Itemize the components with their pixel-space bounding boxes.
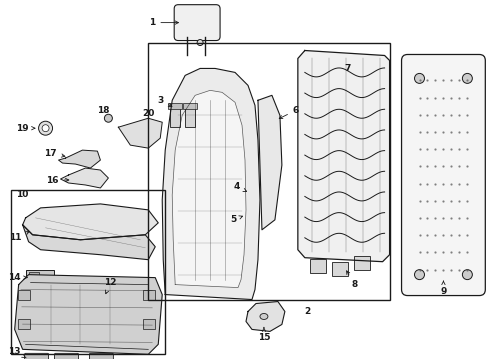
Text: 15: 15	[257, 327, 270, 342]
Bar	[170, 105, 180, 127]
Text: 7: 7	[344, 64, 350, 73]
Bar	[183, 103, 197, 109]
Circle shape	[104, 114, 112, 122]
Text: 16: 16	[46, 176, 69, 185]
Bar	[148, 42, 389, 300]
Text: 10: 10	[17, 190, 29, 199]
Text: 14: 14	[8, 273, 27, 282]
Text: 12: 12	[104, 278, 117, 294]
Polygon shape	[118, 118, 162, 148]
Bar	[25, 270, 53, 285]
Text: 20: 20	[142, 109, 154, 118]
Bar	[29, 272, 39, 284]
Polygon shape	[22, 225, 155, 260]
Bar	[353, 256, 369, 270]
Bar	[18, 289, 30, 300]
Bar	[18, 319, 30, 329]
Polygon shape	[245, 302, 285, 332]
Text: 6: 6	[279, 106, 298, 118]
Polygon shape	[297, 50, 389, 262]
Bar	[331, 262, 347, 276]
Bar	[185, 105, 195, 127]
Text: 4: 4	[233, 183, 246, 192]
Text: 9: 9	[439, 281, 446, 296]
Polygon shape	[61, 168, 108, 188]
Circle shape	[414, 73, 424, 84]
Ellipse shape	[260, 314, 267, 319]
Bar	[11, 190, 165, 354]
Circle shape	[414, 270, 424, 280]
Circle shape	[462, 270, 471, 280]
Bar	[168, 103, 182, 109]
FancyBboxPatch shape	[174, 5, 220, 41]
FancyBboxPatch shape	[24, 353, 48, 360]
Polygon shape	[15, 275, 162, 354]
Polygon shape	[22, 204, 158, 240]
Text: 17: 17	[44, 149, 65, 158]
Circle shape	[39, 121, 52, 135]
FancyBboxPatch shape	[401, 54, 484, 296]
Polygon shape	[59, 150, 100, 168]
Circle shape	[462, 73, 471, 84]
Text: 3: 3	[157, 96, 172, 107]
Bar	[143, 289, 155, 300]
Polygon shape	[172, 90, 245, 288]
Polygon shape	[258, 95, 281, 230]
Text: 2: 2	[304, 307, 310, 316]
Circle shape	[42, 125, 49, 132]
Text: 18: 18	[97, 106, 109, 115]
Text: 5: 5	[229, 215, 242, 224]
Bar	[309, 259, 325, 273]
Bar	[143, 319, 155, 329]
Text: 19: 19	[16, 124, 35, 133]
Text: 1: 1	[149, 18, 178, 27]
Text: 13: 13	[8, 347, 26, 358]
Circle shape	[197, 40, 203, 45]
Polygon shape	[162, 68, 260, 300]
FancyBboxPatch shape	[55, 353, 78, 360]
Text: 8: 8	[346, 271, 357, 289]
Text: 11: 11	[9, 231, 29, 242]
FancyBboxPatch shape	[89, 353, 113, 360]
